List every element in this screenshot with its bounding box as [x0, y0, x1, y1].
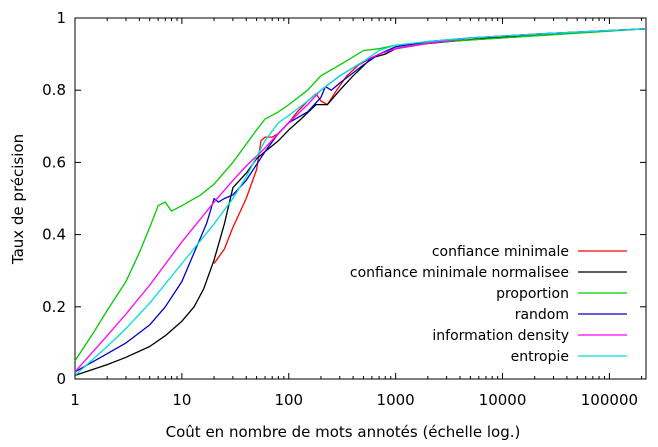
x-tick-label: 10000 — [479, 391, 527, 409]
x-tick-label: 1000 — [377, 391, 415, 409]
legend: confiance minimale confiance minimale nor… — [350, 244, 627, 365]
legend-label: proportion — [496, 286, 569, 302]
x-tick-label: 1 — [70, 391, 80, 409]
plot-frame — [74, 17, 647, 380]
y-tick-label: 0.8 — [42, 81, 66, 99]
legend-label: information density — [432, 328, 569, 344]
series-line-entropie — [74, 28, 647, 376]
series-layer — [74, 28, 647, 377]
x-tick-label: 10 — [172, 391, 191, 409]
legend-label: random — [515, 307, 569, 323]
legend-label: confiance minimale — [432, 244, 569, 260]
y-axis-ticks: 0 0.2 0.4 0.6 0.8 1 — [42, 9, 646, 388]
series-line-random — [74, 28, 647, 373]
y-tick-label: 0.4 — [42, 226, 66, 244]
y-tick-label: 0.6 — [42, 153, 66, 171]
series-line-confiance-minimale — [213, 28, 647, 264]
y-tick-label: 1 — [56, 9, 66, 27]
x-axis-ticks: 1 10 100 1000 10000 100000 — [70, 18, 643, 409]
series-line-information-density — [74, 28, 647, 373]
y-tick-label: 0 — [56, 370, 66, 388]
series-line-confiance-minimale-normalisee — [74, 28, 647, 377]
y-tick-label: 0.2 — [42, 298, 66, 316]
legend-label: confiance minimale normalisee — [350, 265, 569, 281]
x-axis-label: Coût en nombre de mots annotés (échelle … — [166, 423, 521, 441]
series-line-proportion — [74, 28, 647, 362]
x-tick-label: 100 — [274, 391, 303, 409]
legend-label: entropie — [511, 349, 569, 365]
x-tick-label: 100000 — [581, 391, 638, 409]
y-axis-label: Taux de précision — [9, 134, 27, 265]
